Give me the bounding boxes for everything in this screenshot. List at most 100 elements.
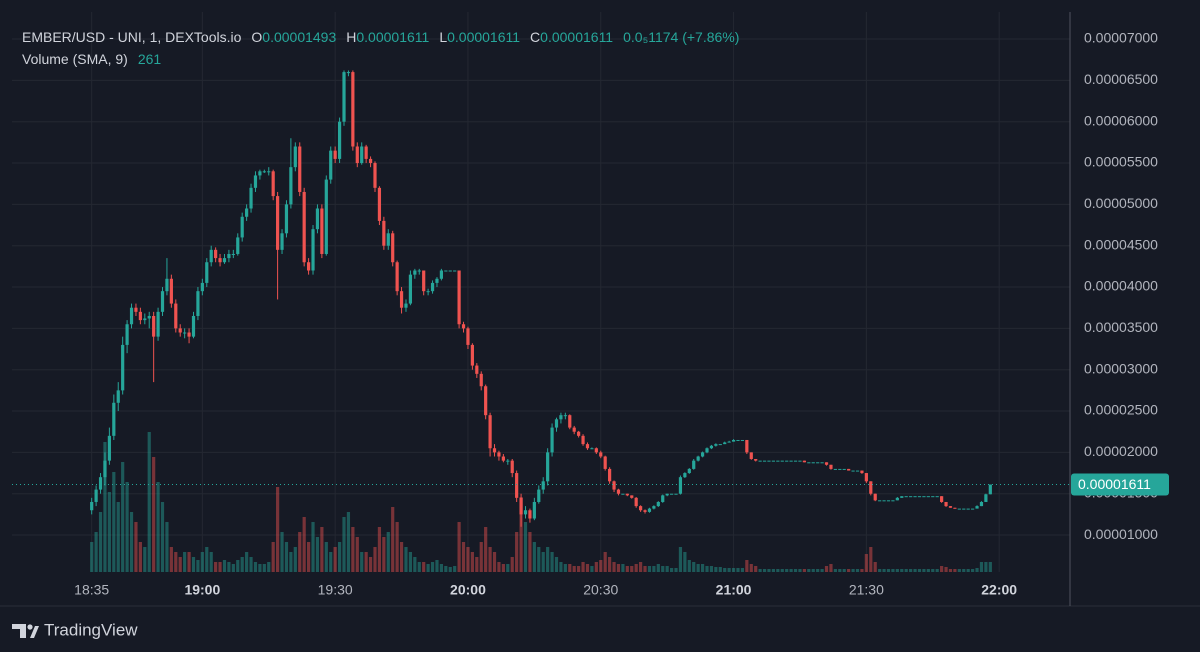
candle-body — [957, 508, 961, 510]
volume-bar — [191, 557, 196, 572]
candle-body — [568, 415, 572, 428]
candle-body — [554, 419, 559, 428]
candle-body — [979, 501, 984, 507]
volume-bar — [337, 542, 342, 572]
candle-body — [94, 489, 98, 502]
candle-body — [550, 427, 554, 453]
volume-bar — [647, 566, 652, 572]
candle-body — [718, 444, 722, 446]
candle-body — [302, 191, 306, 263]
candle-body — [333, 150, 337, 159]
volume-bar — [289, 552, 293, 572]
volume-bar — [510, 557, 514, 572]
volume-bar — [612, 562, 616, 572]
candles — [90, 70, 992, 527]
candle-body — [253, 175, 258, 188]
candle-body — [147, 315, 151, 319]
y-tick-label: 0.00004500 — [1084, 236, 1158, 252]
candle-body — [280, 233, 284, 250]
candle-body — [700, 452, 705, 457]
volume-bar — [824, 566, 829, 572]
volume-bar — [138, 542, 142, 572]
volume-bar — [940, 566, 944, 572]
volume-bar — [838, 569, 842, 572]
candle-body — [430, 282, 435, 292]
volume-bar — [705, 566, 709, 572]
volume-bar — [944, 567, 948, 572]
volume-bar — [833, 569, 837, 572]
volume-bar — [399, 542, 404, 572]
candle-body — [731, 439, 736, 442]
candle-body — [484, 386, 488, 416]
candle-body — [926, 496, 930, 498]
candle-body — [98, 477, 103, 490]
candle-body — [692, 460, 696, 469]
candle-body — [891, 500, 895, 502]
candle-body — [736, 439, 740, 441]
candle-body — [838, 468, 842, 470]
volume-bar — [523, 522, 528, 572]
volume-bar — [519, 497, 523, 572]
volume-bar — [377, 527, 382, 572]
volume-bar — [541, 552, 545, 572]
candle-body — [665, 493, 669, 496]
candle-body — [749, 452, 753, 459]
candle-body — [683, 473, 687, 478]
candle-body — [351, 72, 355, 147]
candle-body — [103, 460, 107, 478]
volume-bar — [652, 566, 656, 572]
candle-body — [475, 365, 479, 374]
volume-bar — [439, 564, 443, 572]
volume-bar — [723, 568, 727, 572]
candle-body — [975, 506, 979, 509]
candle-body — [191, 315, 196, 337]
volume-bar — [231, 564, 235, 572]
candle-body — [909, 496, 913, 498]
volume-bar — [572, 566, 576, 572]
candle-body — [174, 303, 178, 329]
candle-body — [643, 510, 647, 512]
volume-bar — [581, 562, 585, 572]
volume-bar — [395, 522, 399, 572]
volume-bar — [847, 569, 851, 572]
volume-bar — [470, 552, 474, 572]
volume-bar — [408, 552, 413, 572]
volume-bar — [276, 487, 280, 572]
candle-body — [506, 460, 510, 462]
legend-value: 0.00001611 — [540, 29, 614, 45]
candle-body — [337, 121, 342, 159]
volume-bar — [771, 569, 776, 572]
volume-bar — [727, 568, 731, 572]
candle-body — [399, 291, 404, 308]
volume-bar — [935, 569, 939, 572]
volume-line: Volume (SMA, 9) 261 — [22, 48, 739, 70]
volume-bar — [984, 562, 988, 572]
candle-body — [842, 468, 846, 470]
candle-body — [833, 468, 837, 470]
candle-body — [289, 167, 293, 205]
volume-bar — [767, 569, 771, 572]
candle-body — [417, 270, 421, 272]
candle-body — [798, 460, 802, 462]
candle-body — [156, 311, 160, 337]
candle-body — [811, 462, 815, 464]
volume-bar — [736, 568, 740, 572]
volume-bars — [90, 432, 992, 572]
candle-body — [466, 328, 470, 345]
candle-body — [634, 497, 638, 507]
volume-bar — [988, 562, 992, 572]
volume-bar — [851, 569, 855, 572]
candle-body — [785, 460, 789, 462]
volume-bar — [245, 552, 249, 572]
volume-bar — [497, 562, 501, 572]
volume-bar — [931, 569, 935, 572]
volume-bar — [386, 532, 390, 572]
volume-bar — [466, 547, 470, 572]
volume-bar — [554, 557, 559, 572]
candle-body — [218, 258, 222, 263]
candle-body — [510, 460, 514, 474]
candle-body — [488, 415, 492, 449]
last-price-tag — [1071, 473, 1169, 496]
candle-body — [940, 496, 944, 502]
volume-bar — [878, 569, 882, 572]
